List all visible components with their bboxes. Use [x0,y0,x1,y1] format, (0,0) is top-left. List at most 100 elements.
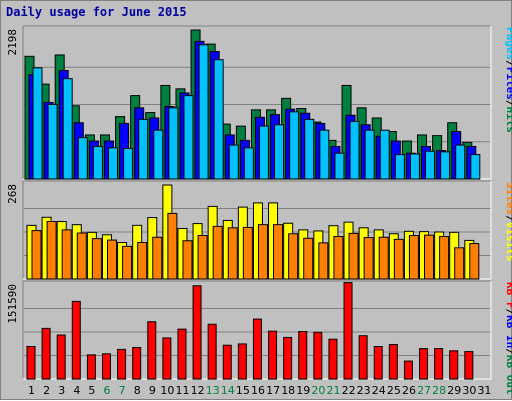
bar-sites-day-16 [257,224,268,280]
bar-kb-f-day-5 [86,354,96,380]
bar-pages-day-15 [243,147,254,180]
x-tick-label-day-31: 31 [477,384,491,397]
bar-pages-day-25 [394,154,405,180]
bar-sites-day-14 [227,227,238,280]
x-tick-label-day-14: 14 [221,384,235,397]
x-tick-label-day-3: 3 [58,384,65,397]
panel-hits-files-pages-legend-part: / [504,100,512,107]
bar-pages-day-9 [153,129,164,180]
x-tick-label-day-24: 24 [372,384,386,397]
bar-sites-day-5 [91,238,102,280]
x-tick-label-day-30: 30 [462,384,476,397]
x-tick-label-day-28: 28 [432,384,446,397]
bar-sites-day-30 [469,243,480,280]
bar-pages-day-17 [274,124,285,180]
x-tick-label-day-20: 20 [311,384,325,397]
bar-pages-day-5 [92,145,103,180]
bar-pages-day-2 [47,103,58,180]
bar-pages-day-6 [107,147,118,180]
bar-sites-day-27 [424,234,435,280]
bar-kb-f-day-15 [237,343,247,380]
bar-sites-day-28 [439,236,450,280]
bar-kb-f-day-26 [403,360,413,380]
x-tick-label-day-21: 21 [326,384,340,397]
x-tick-label-day-19: 19 [296,384,310,397]
bar-sites-day-2 [46,220,57,280]
panel-kbytes-legend-part: KB Out [504,355,512,395]
bar-kb-f-day-12 [192,285,202,380]
x-tick-label-day-10: 10 [160,384,174,397]
bar-kb-f-day-16 [252,318,262,380]
bar-pages-day-30 [470,154,481,180]
x-tick-label-day-18: 18 [281,384,295,397]
x-tick-label-day-22: 22 [342,384,356,397]
bar-kb-f-day-18 [283,336,293,380]
bar-sites-day-10 [167,212,178,280]
x-tick-label-day-5: 5 [88,384,95,397]
bar-sites-day-24 [378,236,389,280]
x-tick-label-day-2: 2 [43,384,50,397]
panel-kbytes-ymax-label: 151590 [6,284,19,324]
bar-kb-f-day-11 [177,328,187,380]
bar-pages-day-7 [123,147,134,180]
x-tick-label-day-17: 17 [266,384,280,397]
bar-kb-f-day-29 [449,350,459,380]
bar-kb-f-day-27 [419,348,429,380]
bar-pages-day-28 [440,151,451,180]
bar-kb-f-day-22 [343,282,353,380]
panel-kbytes-legend-label: KB F/KB In/KB Out [504,282,512,395]
x-tick-label-day-4: 4 [73,384,80,397]
bar-pages-day-14 [228,144,239,180]
bar-sites-day-18 [288,233,299,280]
panel-kbytes-legend-part: / [504,309,512,316]
bar-pages-day-29 [455,144,466,180]
bar-sites-day-25 [393,238,404,280]
bar-kb-f-day-9 [147,321,157,380]
x-tick-label-day-25: 25 [387,384,401,397]
x-tick-label-day-13: 13 [206,384,220,397]
bar-sites-day-3 [61,229,72,280]
panel-kbytes-legend-part: KB F [504,282,512,309]
bar-pages-day-26 [409,153,420,180]
bar-pages-day-20 [319,129,330,180]
bar-kb-f-day-28 [434,348,444,380]
panel-hits-files-pages-legend-part: / [504,60,512,67]
bar-pages-day-22 [349,120,360,180]
bar-kb-f-day-17 [268,330,278,380]
bar-sites-day-9 [152,236,163,280]
bar-pages-day-1 [32,67,43,180]
x-tick-label-day-15: 15 [236,384,250,397]
bar-kb-f-day-30 [464,351,474,380]
x-tick-label-day-9: 9 [149,384,156,397]
x-tick-label-day-26: 26 [402,384,416,397]
x-tick-label-day-29: 29 [447,384,461,397]
bar-sites-day-19 [303,237,314,280]
panel-hits-files-pages-ymax-label: 2198 [6,29,19,56]
bar-pages-day-12 [198,44,209,180]
panel-visits-sites: 268 Sites/Visits [6,180,512,280]
bar-sites-day-1 [31,230,42,280]
panel-visits-sites-legend-part: Sites [504,182,512,215]
bar-kb-f-day-8 [132,347,142,380]
bar-sites-day-8 [137,242,148,280]
panel-visits-sites-legend-part: Visits [504,222,512,262]
bar-sites-day-15 [242,226,253,280]
panel-kbytes-legend-part: / [504,348,512,355]
bar-kb-f-day-23 [358,335,368,380]
bar-pages-day-16 [258,125,269,180]
bar-kb-f-day-14 [222,344,232,380]
x-tick-label-day-6: 6 [104,384,111,397]
bar-pages-day-10 [168,107,179,180]
bar-sites-day-17 [273,224,284,280]
x-tick-label-day-16: 16 [251,384,265,397]
x-tick-label-day-7: 7 [119,384,126,397]
panel-visits-sites-legend-part: / [504,215,512,222]
x-tick-label-day-12: 12 [191,384,205,397]
bar-kb-f-day-7 [117,348,127,380]
panel-hits-files-pages-legend-part: Pages [504,27,512,60]
bar-pages-day-27 [425,150,436,180]
bar-sites-day-11 [182,240,193,280]
bar-kb-f-day-1 [26,345,36,380]
